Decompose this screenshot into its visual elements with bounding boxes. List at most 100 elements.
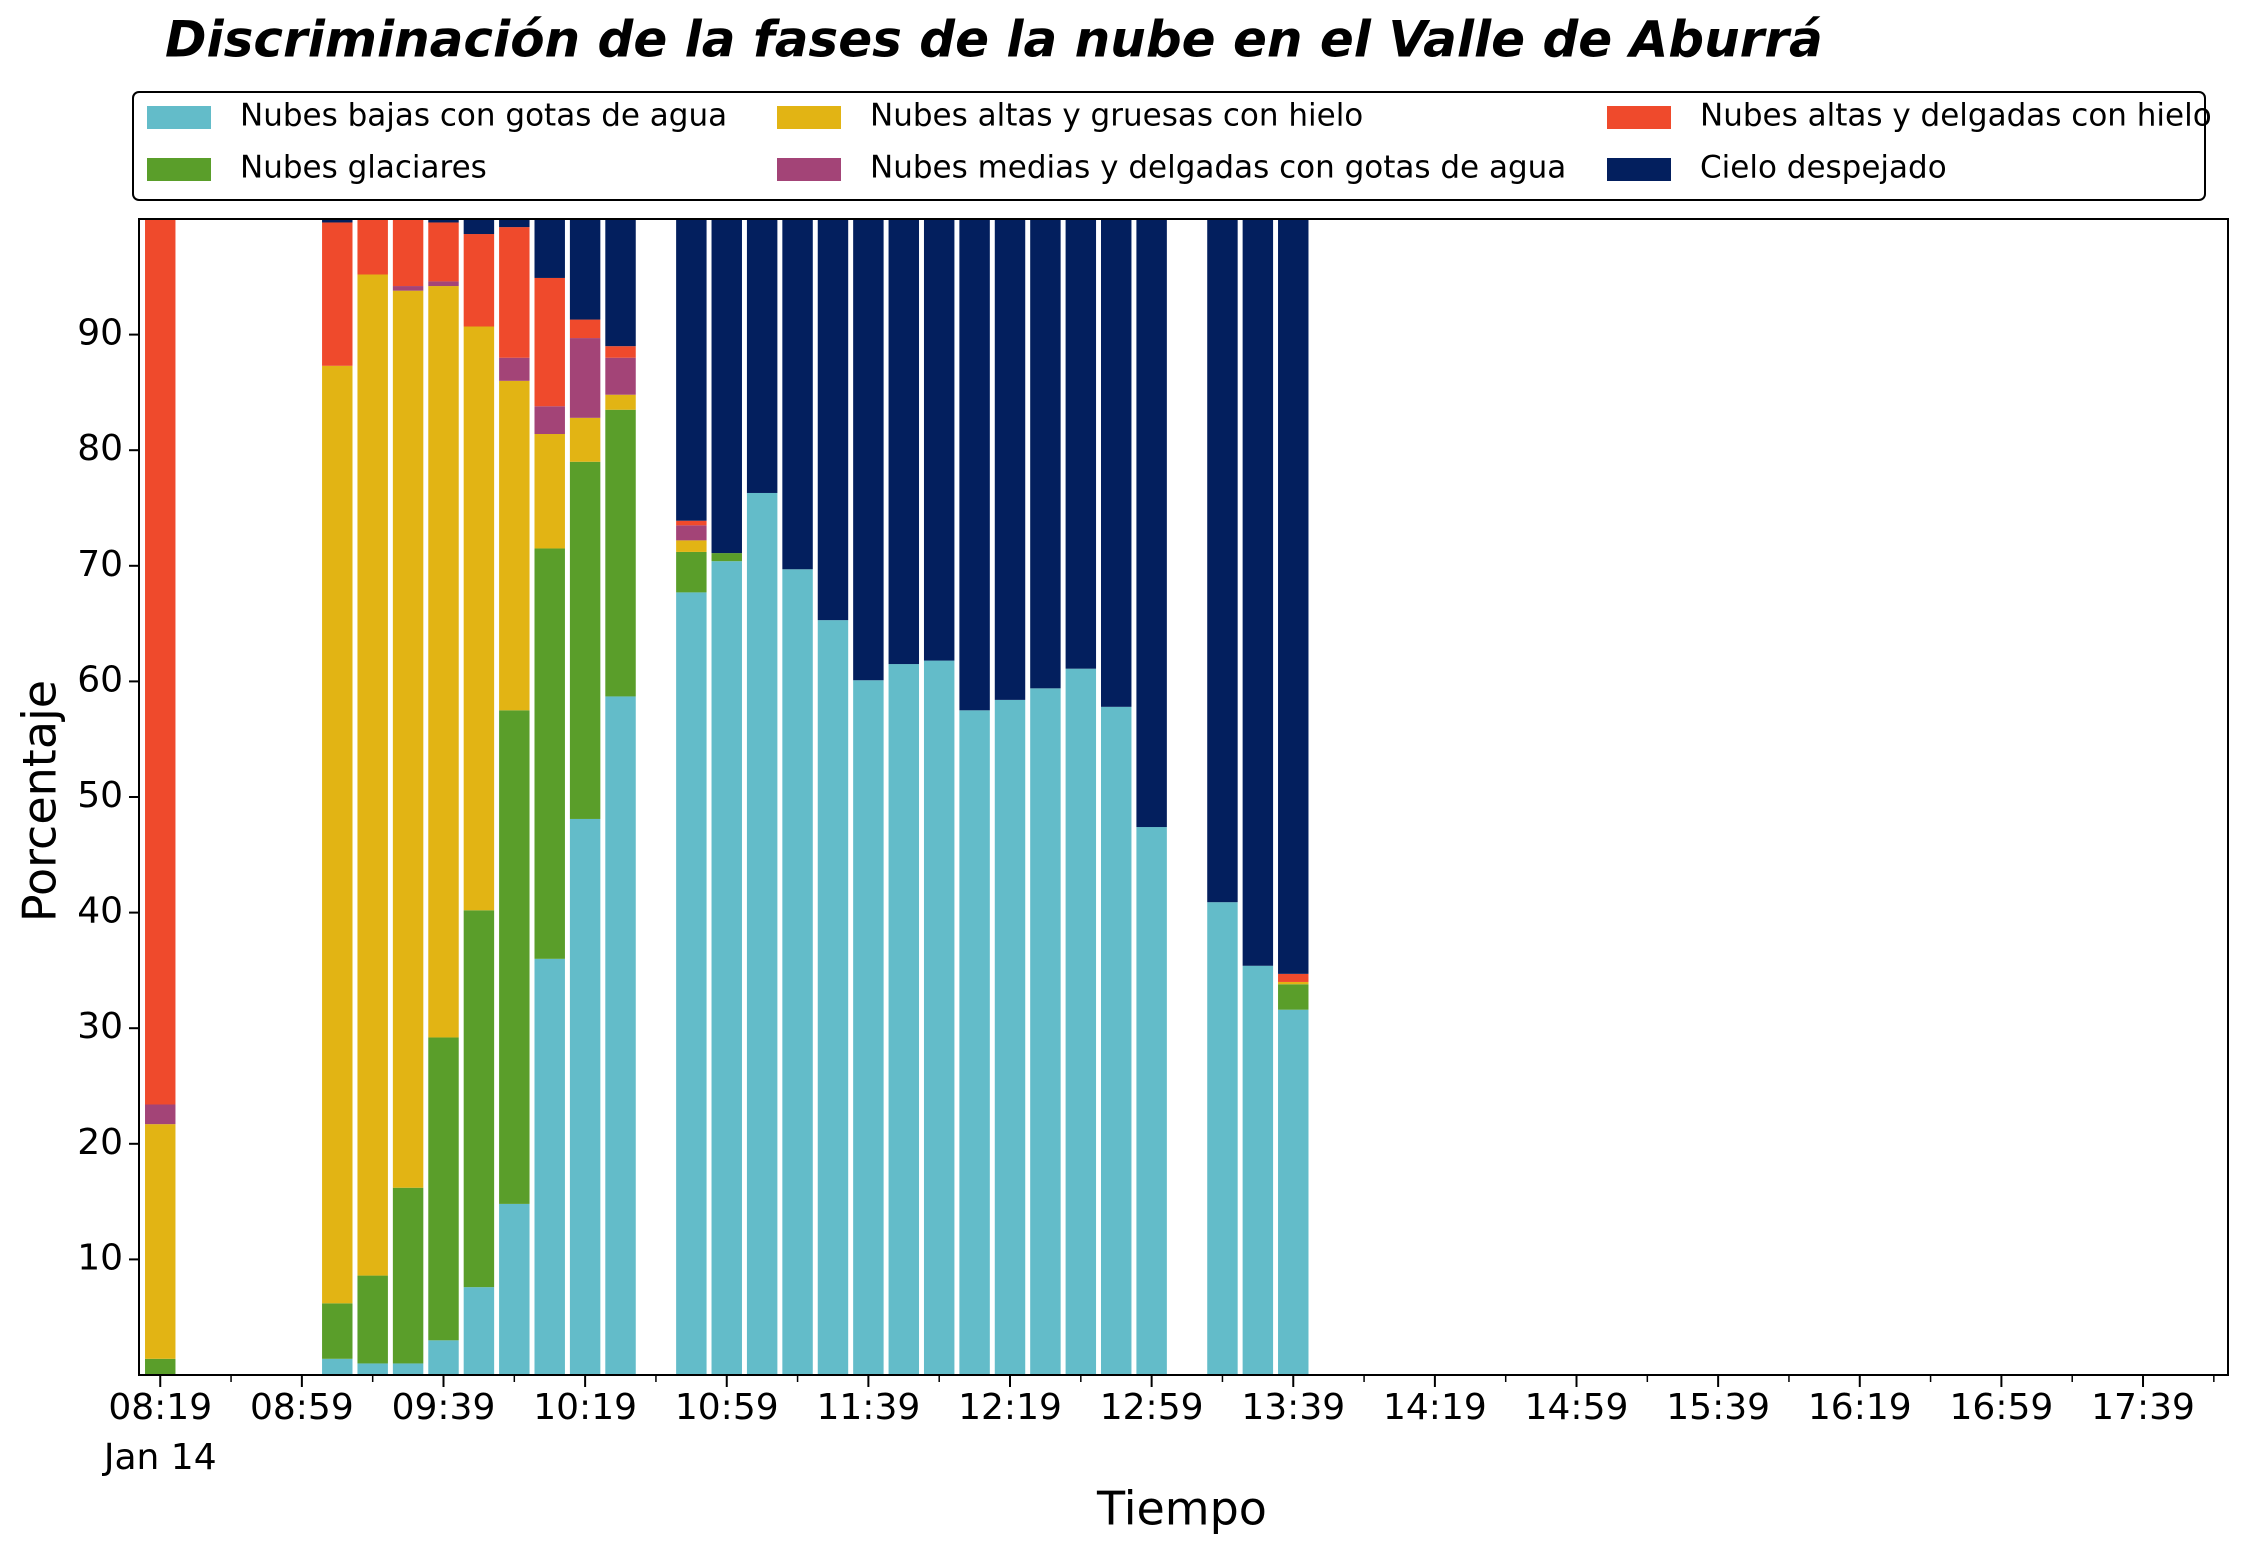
bar-segment [782,569,813,1375]
bar-segment [392,1187,424,1364]
x-tick-label: 09:39 [392,1387,496,1428]
bar-segment [1207,902,1238,1375]
legend-swatch [1607,158,1671,181]
bar-segment [357,274,388,1276]
bar-segment [746,219,778,493]
bar-segment [782,219,813,570]
bar-segment [322,219,353,223]
bar-segment [569,417,601,462]
legend-label: Nubes glaciares [240,150,487,186]
bar-segment [1278,219,1309,974]
bar-segment [569,219,601,320]
bar-segment [569,338,601,418]
bar-segment [1030,688,1061,1375]
legend-label: Nubes medias y delgadas con gotas de agu… [870,150,1566,186]
x-tick-label: 13:39 [1241,1387,1345,1428]
bar-segment [534,277,565,407]
bar-segment [994,219,1026,700]
bar-segment [534,958,565,1375]
legend-box [132,91,2206,201]
bar-segment [605,346,636,358]
chart-title: Discriminación de la fases de la nube en… [165,11,1823,69]
bar-segment [463,234,495,327]
x-axis-label: Tiempo [1096,1482,1267,1536]
bar-segment [463,219,495,235]
bar-segment [817,620,849,1375]
bar-segment [428,1037,459,1341]
bar-segment [1030,219,1061,689]
bar-segment [1136,827,1167,1375]
bar-segment [1136,219,1167,828]
bar-segment [605,219,636,347]
bar-segment [499,710,530,1204]
y-tick-label: 10 [77,1237,123,1278]
bar-segment [392,286,424,291]
bar-segment [1278,973,1309,982]
bar-segment [1278,984,1309,1010]
bar-segment [357,219,388,275]
bar-segment [605,696,636,1375]
bar-segment [499,357,530,381]
bar-segment [676,219,707,521]
x-date-label: Jan 14 [102,1437,217,1478]
legend-swatch [147,158,211,181]
y-tick-label: 70 [77,544,123,585]
bar-segment [322,365,353,1304]
bar-segment [499,380,530,711]
bar-segment [746,492,778,1375]
bar-segment [534,434,565,549]
legend-swatch [1607,106,1671,129]
bar-segment [888,664,920,1375]
x-tick-label: 12:19 [958,1387,1062,1428]
bar-segment [569,461,601,819]
bar-segment [357,1275,388,1364]
x-tick-label: 11:39 [817,1387,921,1428]
bar-segment [994,699,1026,1375]
legend-label: Cielo despejado [1700,150,1947,186]
bar-segment [923,660,955,1375]
bar-segment [1207,219,1238,903]
bar-segment [605,409,636,697]
bar-segment [145,1358,176,1375]
bar-segment [676,525,707,541]
bar-segment [463,326,495,911]
bar-segment [145,1124,176,1359]
x-tick-label: 10:19 [533,1387,637,1428]
bar-segment [1278,981,1309,985]
legend-swatch [777,106,841,129]
y-tick-label: 20 [77,1122,123,1163]
y-tick-label: 60 [77,659,123,700]
bar-segment [428,281,459,287]
bar-segment [499,1203,530,1375]
bar-segment [676,551,707,593]
bar-segment [853,680,884,1375]
bar-segment [1101,706,1132,1375]
x-tick-label: 12:59 [1100,1387,1204,1428]
legend-label: Nubes altas y delgadas con hielo [1700,98,2212,134]
bar-segment [499,227,530,358]
bar-segment [322,1358,353,1375]
bar-segment [428,219,459,223]
bar-segment [569,319,601,339]
bar-segment [322,222,353,366]
bar-segment [499,219,530,228]
bar-segment [676,540,707,552]
x-tick-label: 14:59 [1525,1387,1629,1428]
bar-segment [534,406,565,435]
y-tick-label: 30 [77,1006,123,1047]
y-axis-label: Porcentaje [13,680,67,922]
x-tick-label: 08:19 [108,1387,212,1428]
y-tick-label: 50 [77,775,123,816]
bar-segment [959,710,990,1375]
y-tick-label: 40 [77,891,123,932]
bar-segment [1242,219,1274,966]
bar-segment [392,290,424,1188]
x-tick-label: 08:59 [250,1387,354,1428]
legend-swatch [147,106,211,129]
legend-swatch [777,158,841,181]
bar-segment [534,219,565,278]
bar-segment [605,394,636,410]
bar-segment [1065,219,1097,669]
y-tick-label: 90 [77,313,123,354]
bar-segment [428,286,459,1038]
